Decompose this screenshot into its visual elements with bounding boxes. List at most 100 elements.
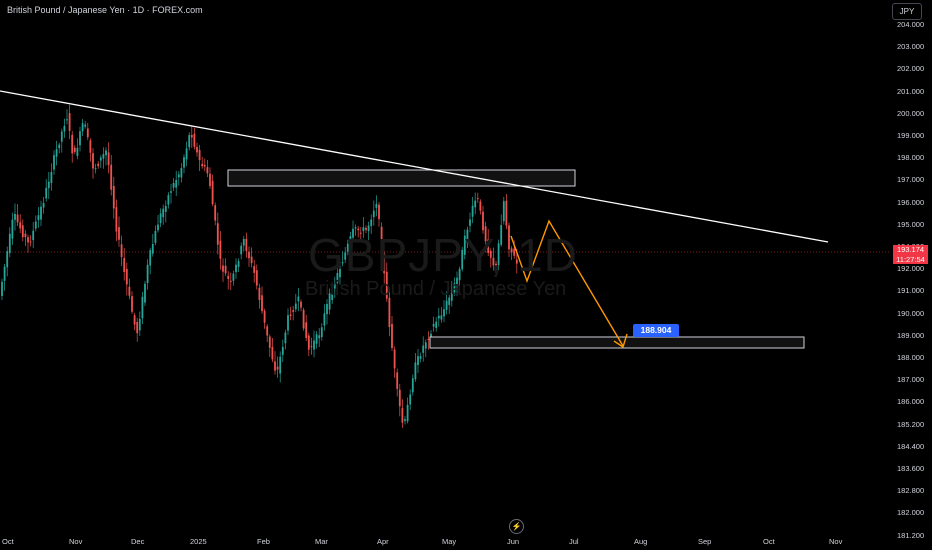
candle-body [144, 283, 146, 303]
candle-body [500, 225, 503, 245]
price-tick: 203.000 [897, 42, 925, 52]
candle-body [471, 205, 474, 217]
candle-body [219, 240, 222, 259]
candle-body [110, 164, 113, 190]
candle-body [432, 323, 435, 327]
candle-body [492, 257, 495, 266]
candle-body [380, 226, 383, 253]
candle-body [354, 227, 357, 229]
candle-body [313, 340, 315, 350]
price-tick: 196.000 [897, 197, 925, 207]
price-tick: 182.000 [897, 508, 925, 518]
candle-body [320, 327, 323, 337]
candle-body [276, 366, 279, 370]
candle-body [45, 187, 48, 199]
candle-body [128, 286, 131, 296]
candle-body [258, 287, 261, 301]
candle-body [370, 219, 373, 227]
candle-body [193, 133, 196, 147]
candle-body [375, 203, 378, 208]
price-tick: 183.600 [897, 464, 925, 473]
candle-body [14, 214, 16, 220]
candle-body [40, 206, 42, 220]
candle-body [157, 224, 159, 231]
candle-body [367, 225, 370, 232]
candle-body [58, 144, 61, 149]
time-tick: Nov [829, 537, 843, 546]
candle-body [437, 315, 440, 319]
candle-body [333, 283, 336, 289]
candle-body [50, 172, 53, 184]
price-tick: 195.000 [897, 219, 925, 229]
candle-body [289, 314, 292, 316]
candle-body [138, 318, 141, 331]
candle-body [482, 211, 484, 231]
candle-body [331, 293, 334, 301]
time-tick: Dec [131, 537, 145, 546]
candle-body [16, 214, 19, 223]
candle-body [469, 219, 471, 226]
candle-body [484, 226, 487, 242]
time-tick: Jul [569, 537, 579, 546]
candle-body [497, 243, 500, 266]
candle-body [300, 301, 302, 308]
price-tick: 184.400 [897, 441, 925, 451]
candle-body [42, 203, 45, 208]
candle-body [424, 342, 427, 349]
candle-body [487, 239, 490, 254]
replay-icon[interactable]: ⚡ [509, 519, 524, 534]
candle-body [185, 148, 188, 160]
candle-body [229, 280, 232, 282]
candle-body [287, 315, 289, 331]
candle-body [430, 333, 432, 338]
candle-body [339, 269, 341, 278]
candle-body [118, 227, 120, 240]
price-tick: 200.000 [897, 108, 925, 118]
candle-body [359, 232, 362, 234]
candle-body [450, 290, 453, 301]
currency-selector[interactable]: JPY [892, 3, 922, 20]
candle-body [294, 303, 297, 310]
target-price-label: 188.904 [633, 324, 679, 337]
candle-body [190, 135, 193, 138]
descending-trendline [0, 90, 829, 243]
candle-body [440, 315, 443, 320]
candle-body [97, 163, 100, 167]
candle-body [3, 266, 6, 281]
price-tick: 199.000 [897, 131, 925, 140]
candle-body [466, 229, 469, 244]
candle-body [461, 249, 464, 270]
candle-body [89, 140, 92, 153]
candle-body [141, 296, 144, 319]
candle-body [196, 146, 198, 153]
candle-body [120, 244, 123, 258]
candle-body [102, 154, 105, 159]
candle-body [388, 297, 391, 328]
candle-body [175, 179, 178, 188]
candle-body [55, 149, 58, 157]
candle-body [417, 356, 419, 366]
candle-body [502, 201, 505, 222]
candle-body [81, 123, 84, 132]
candle-body [151, 244, 154, 254]
candle-body [180, 168, 183, 178]
price-tick: 188.000 [897, 353, 925, 362]
candle-body [53, 155, 55, 170]
resistance-zone [227, 169, 576, 187]
candle-body [336, 272, 339, 283]
candle-body [248, 251, 250, 259]
candle-body [216, 223, 219, 245]
candle-body [224, 265, 227, 274]
candle-body [201, 163, 204, 167]
price-tick: 181.200 [897, 530, 925, 540]
candle-body [149, 250, 152, 266]
candle-body [328, 293, 331, 310]
candle-body [237, 261, 240, 267]
candle-body [505, 200, 508, 226]
candle-body [29, 241, 32, 243]
price-tick: 189.000 [897, 330, 925, 340]
candle-body [107, 152, 110, 166]
candle-body [136, 321, 139, 334]
candle-body [235, 264, 237, 273]
